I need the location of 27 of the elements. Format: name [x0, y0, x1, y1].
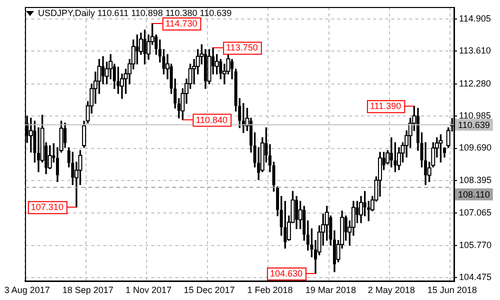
annotation: 104.630 [270, 268, 303, 279]
y-tick-label: 107.065 [459, 208, 492, 218]
chart-subtitle: 110.611 110.898 110.380 110.639 [97, 8, 232, 18]
annotation: 107.310 [30, 202, 64, 212]
y-tick-label: 112.280 [459, 78, 491, 89]
y-tick-label: 108.395 [459, 174, 492, 185]
annotation: 114.730 [165, 18, 198, 28]
ref-line-label: 108.110 [458, 189, 490, 200]
x-tick-label: 3 Aug 2017 [4, 285, 50, 296]
x-tick-label: 18 Sep 2017 [62, 285, 114, 296]
x-tick-label: 1 Feb 2018 [247, 285, 293, 296]
y-tick-label: 109.690 [459, 142, 492, 153]
y-tick-label: 113.610 [459, 46, 491, 56]
annotation: 110.840 [196, 114, 228, 125]
ref-line-label: 110.639 [458, 120, 490, 130]
y-tick-label: 104.475 [459, 272, 492, 282]
x-tick-label: 19 Mar 2018 [305, 285, 356, 296]
y-tick-label: 114.905 [459, 14, 491, 24]
x-tick-label: 2 May 2018 [368, 285, 415, 296]
x-tick-label: 15 Dec 2017 [184, 285, 235, 296]
y-tick-label: 105.770 [459, 240, 492, 250]
x-tick-label: 15 Jun 2018 [427, 285, 477, 296]
x-tick-label: 1 Nov 2017 [126, 285, 172, 296]
annotation: 113.750 [226, 42, 258, 53]
annotation: 111.390 [370, 101, 402, 112]
chart-title: USDJPY,Daily [38, 8, 95, 18]
y-tick-label: 110.985 [459, 110, 491, 121]
